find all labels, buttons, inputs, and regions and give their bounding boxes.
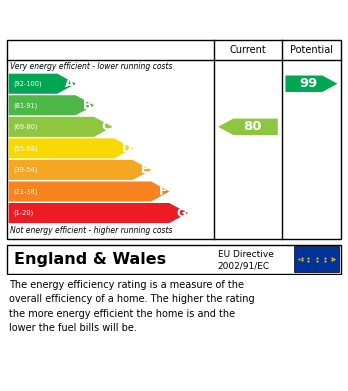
Text: Energy Efficiency Rating: Energy Efficiency Rating [9,9,238,27]
Text: (1-20): (1-20) [13,210,33,216]
Text: EU Directive: EU Directive [218,250,274,259]
Text: 80: 80 [244,120,262,133]
Text: Very energy efficient - lower running costs: Very energy efficient - lower running co… [10,62,173,71]
Text: (92-100): (92-100) [13,81,41,87]
Text: F: F [159,185,167,198]
Text: Not energy efficient - higher running costs: Not energy efficient - higher running co… [10,226,173,235]
Polygon shape [9,160,151,180]
Polygon shape [218,118,278,135]
Text: G: G [176,206,186,220]
Polygon shape [9,181,169,201]
Text: A: A [65,77,74,90]
Text: (21-38): (21-38) [13,188,37,195]
Text: (69-80): (69-80) [13,124,37,130]
Text: Current: Current [230,45,266,55]
Text: The energy efficiency rating is a measure of the
overall efficiency of a home. T: The energy efficiency rating is a measur… [9,280,254,333]
Polygon shape [9,95,94,115]
Text: Potential: Potential [290,45,333,55]
Text: D: D [121,142,131,155]
Text: E: E [141,163,149,176]
Text: (39-54): (39-54) [13,167,37,173]
Text: (55-68): (55-68) [13,145,38,152]
Text: England & Wales: England & Wales [14,252,166,267]
Bar [294,246,339,272]
Text: (81-91): (81-91) [13,102,37,109]
Polygon shape [285,75,338,92]
Text: C: C [102,120,110,133]
Text: 2002/91/EC: 2002/91/EC [218,261,270,270]
Polygon shape [9,117,112,137]
Polygon shape [9,203,188,223]
Polygon shape [9,74,76,94]
Text: B: B [83,99,92,112]
Polygon shape [9,138,133,158]
Text: 99: 99 [300,77,318,90]
